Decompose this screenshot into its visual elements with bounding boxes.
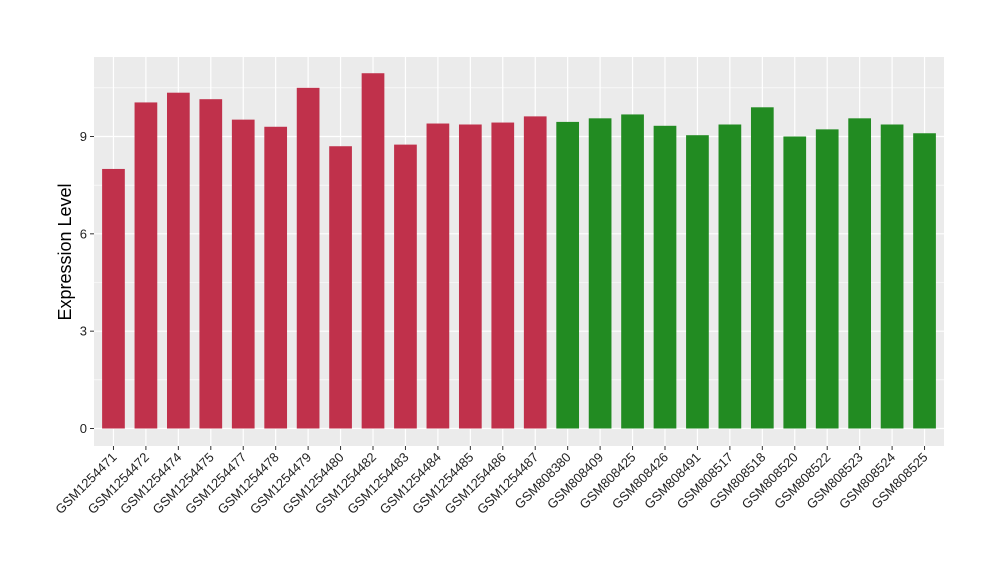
y-axis-title: Expression Level xyxy=(55,183,75,320)
y-tick-label: 3 xyxy=(80,324,87,339)
bar xyxy=(718,124,742,429)
bar xyxy=(166,92,190,429)
bar xyxy=(783,136,807,429)
bar xyxy=(913,133,936,429)
bar xyxy=(491,122,515,429)
bar xyxy=(588,118,612,429)
bar xyxy=(231,119,255,429)
bar xyxy=(329,146,352,429)
bar xyxy=(621,114,644,429)
bar xyxy=(102,168,125,429)
bar xyxy=(361,73,385,429)
bar xyxy=(523,116,547,429)
y-tick-label: 6 xyxy=(80,226,87,241)
y-tick-label: 9 xyxy=(80,129,87,144)
bar xyxy=(394,144,417,429)
bar xyxy=(556,121,580,429)
bar xyxy=(750,107,774,429)
bar xyxy=(458,124,482,429)
bar xyxy=(134,102,158,429)
y-tick-label: 0 xyxy=(80,421,87,436)
bar xyxy=(880,124,904,429)
bar xyxy=(686,135,709,429)
bar xyxy=(426,123,450,429)
bar xyxy=(848,118,872,429)
x-axis: GSM1254471GSM1254472GSM1254474GSM1254475… xyxy=(52,446,931,517)
bar xyxy=(199,99,223,429)
bar xyxy=(815,129,839,429)
y-axis: 0 3 6 9 xyxy=(80,129,94,436)
bar xyxy=(653,125,677,429)
bars-group xyxy=(102,73,936,429)
bar xyxy=(296,87,320,429)
bar xyxy=(264,126,288,429)
